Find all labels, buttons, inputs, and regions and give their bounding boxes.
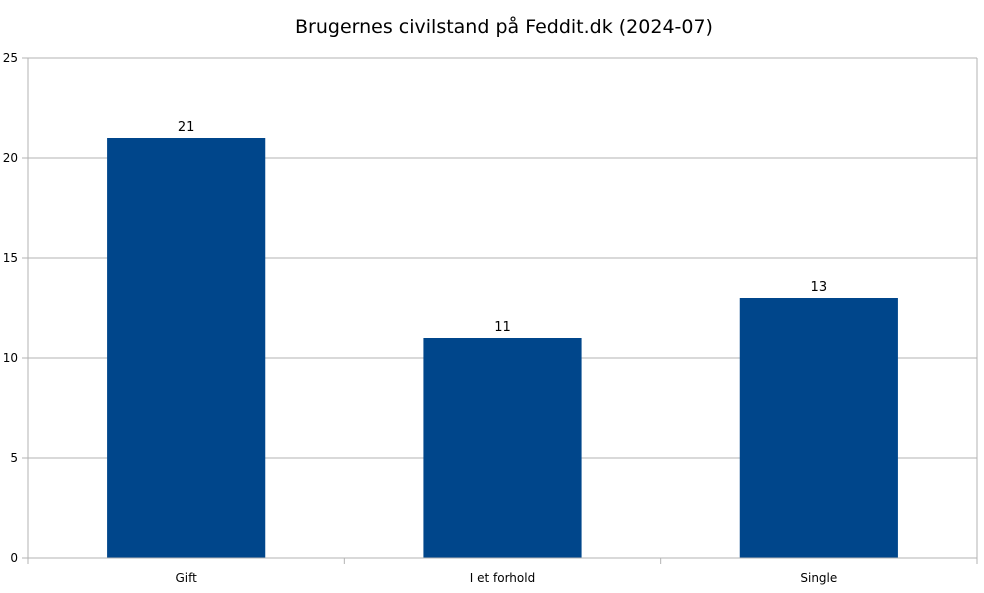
data-label: 13	[811, 280, 828, 295]
y-tick-label: 10	[3, 351, 18, 365]
data-label: 21	[178, 120, 195, 135]
bar-gift	[107, 138, 266, 558]
bar-i-et-forhold	[423, 338, 582, 558]
bars	[107, 138, 898, 558]
bar-single	[739, 298, 898, 558]
y-tick-label: 5	[10, 451, 18, 465]
y-tick-label: 25	[3, 51, 18, 65]
x-tick-label: I et forhold	[470, 571, 535, 585]
axes	[22, 57, 978, 564]
y-tick-label: 0	[10, 551, 18, 565]
data-label: 11	[494, 320, 511, 335]
x-axis-tick-labels: Gift I et forhold Single	[175, 571, 837, 585]
x-tick-label: Single	[800, 571, 837, 585]
y-tick-label: 15	[3, 251, 18, 265]
chart-title: Brugernes civilstand på Feddit.dk (2024-…	[295, 15, 713, 38]
y-tick-label: 20	[3, 151, 18, 165]
x-tick-label: Gift	[175, 571, 197, 585]
y-axis-tick-labels: 0 5 10 15 20 25	[3, 51, 18, 565]
data-labels: 21 11 13	[178, 120, 827, 335]
